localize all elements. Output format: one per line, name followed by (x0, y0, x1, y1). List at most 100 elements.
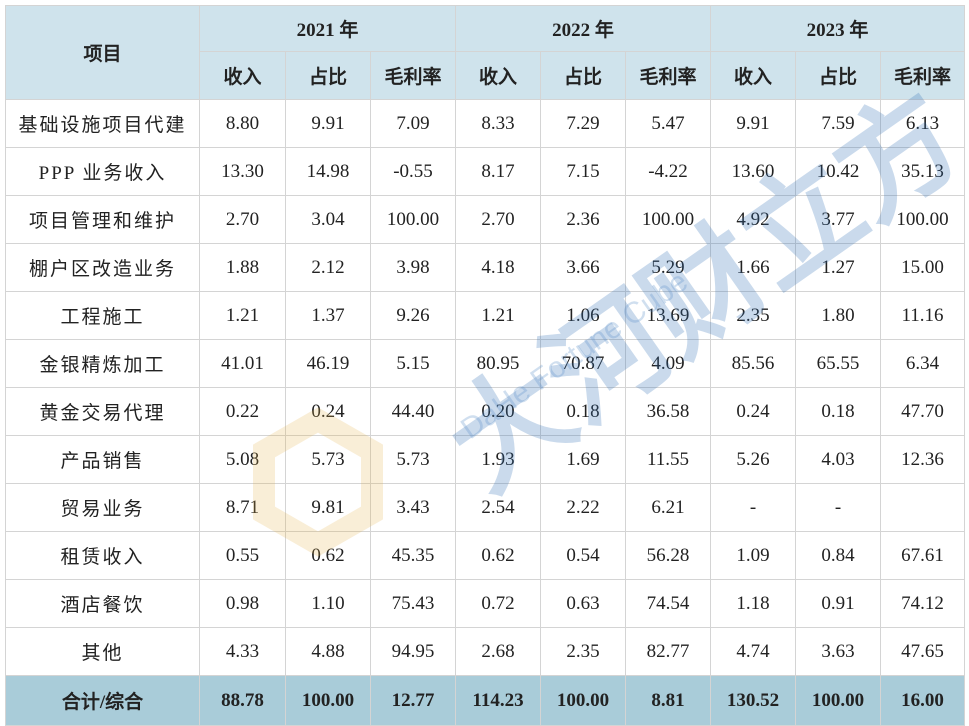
table-cell: 2.35 (710, 291, 796, 340)
table-cell: 0.98 (199, 579, 286, 628)
table-cell: 0.54 (540, 531, 626, 580)
margin-header: 毛利率 (625, 51, 711, 100)
row-label: 棚户区改造业务 (5, 243, 200, 292)
table-cell: 2.12 (285, 243, 371, 292)
table-cell: 100.00 (880, 195, 965, 244)
total-cell: 8.81 (625, 675, 711, 726)
share-header: 占比 (285, 51, 371, 100)
revenue-header: 收入 (455, 51, 541, 100)
table-cell: 8.33 (455, 99, 541, 148)
table-cell: -4.22 (625, 147, 711, 196)
table-cell: 65.55 (795, 339, 881, 388)
table-cell: - (795, 483, 881, 532)
header-row-metrics: 收入 占比 毛利率 收入 占比 毛利率 收入 占比 毛利率 (6, 51, 965, 100)
revenue-header: 收入 (710, 51, 796, 100)
table-cell: 14.98 (285, 147, 371, 196)
margin-header: 毛利率 (880, 51, 965, 100)
table-cell: 0.91 (795, 579, 881, 628)
total-cell: 100.00 (540, 675, 626, 726)
table-cell: 0.62 (285, 531, 371, 580)
table-cell: 1.18 (710, 579, 796, 628)
row-label: 租赁收入 (5, 531, 200, 580)
table-cell: 4.18 (455, 243, 541, 292)
table-cell: 9.26 (370, 291, 456, 340)
table-cell: 1.93 (455, 435, 541, 484)
table-row: 黄金交易代理 0.22 0.24 44.40 0.20 0.18 36.58 0.24 0.18… (5, 387, 965, 436)
row-label: 酒店餐饮 (5, 579, 200, 628)
table-cell: 4.03 (795, 435, 881, 484)
table-cell: 15.00 (880, 243, 965, 292)
table-cell: 1.88 (199, 243, 286, 292)
table-cell: 47.65 (880, 627, 965, 676)
table-cell: 6.34 (880, 339, 965, 388)
table-cell: 41.01 (199, 339, 286, 388)
table-cell: 5.29 (625, 243, 711, 292)
table-row: 贸易业务 8.71 9.81 3.43 2.54 2.22 6.21- - (5, 483, 965, 532)
total-label: 合计/综合 (5, 675, 200, 726)
table-cell: 5.73 (285, 435, 371, 484)
table-cell: 1.21 (455, 291, 541, 340)
table-cell: -0.55 (370, 147, 456, 196)
total-row: 合计/综合 88.78 100.00 12.77 114.23 100.00 8.81 130… (5, 675, 965, 726)
table-cell: 0.72 (455, 579, 541, 628)
table-cell: 4.88 (285, 627, 371, 676)
table-cell: 1.27 (795, 243, 881, 292)
share-header: 占比 (795, 51, 881, 100)
table-row: 租赁收入 0.55 0.62 45.35 0.62 0.54 56.28 1.09 0.84 67… (5, 531, 965, 580)
row-label: 项目管理和维护 (5, 195, 200, 244)
table-cell: 5.26 (710, 435, 796, 484)
table-cell: 7.59 (795, 99, 881, 148)
total-cell: 100.00 (285, 675, 371, 726)
table-cell: 80.95 (455, 339, 541, 388)
table-cell: 3.98 (370, 243, 456, 292)
table-cell: 1.09 (710, 531, 796, 580)
table-cell: 47.70 (880, 387, 965, 436)
table-cell: 0.24 (285, 387, 371, 436)
year-header: 2022 年 (455, 5, 711, 52)
table-cell: 2.54 (455, 483, 541, 532)
table-cell: 13.30 (199, 147, 286, 196)
total-cell: 100.00 (795, 675, 881, 726)
table-cell: 6.21 (625, 483, 711, 532)
table-cell: 1.10 (285, 579, 371, 628)
table-cell: 2.22 (540, 483, 626, 532)
year-header: 2021 年 (199, 5, 456, 52)
table-cell: 2.36 (540, 195, 626, 244)
table-cell: 0.22 (199, 387, 286, 436)
table-body: 基础设施项目代建 8.80 9.91 7.09 8.33 7.29 5.47 9.91 7.59… (5, 99, 965, 676)
table-cell: 74.54 (625, 579, 711, 628)
table-cell: 5.73 (370, 435, 456, 484)
row-label: 其他 (5, 627, 200, 676)
row-label: 产品销售 (5, 435, 200, 484)
table-cell (880, 483, 965, 532)
table-cell: 1.80 (795, 291, 881, 340)
row-label: 金银精炼加工 (5, 339, 200, 388)
table-cell: 3.04 (285, 195, 371, 244)
table-cell: 1.69 (540, 435, 626, 484)
table-cell: - (710, 483, 796, 532)
share-header: 占比 (540, 51, 626, 100)
table-cell: 10.42 (795, 147, 881, 196)
table-cell: 1.21 (199, 291, 286, 340)
table-cell: 0.18 (795, 387, 881, 436)
table-row: 产品销售 5.08 5.73 5.73 1.93 1.69 11.55 5.26 4.03 12.… (5, 435, 965, 484)
table-cell: 100.00 (370, 195, 456, 244)
total-cell: 88.78 (199, 675, 286, 726)
table-cell: 2.70 (199, 195, 286, 244)
table-cell: 0.55 (199, 531, 286, 580)
row-label: 基础设施项目代建 (5, 99, 200, 148)
table-cell: 4.74 (710, 627, 796, 676)
table-cell: 8.71 (199, 483, 286, 532)
table-cell: 0.18 (540, 387, 626, 436)
table-cell: 8.80 (199, 99, 286, 148)
margin-header: 毛利率 (370, 51, 456, 100)
table-cell: 0.84 (795, 531, 881, 580)
income-table: 项目 2021 年 2022 年 2023 年 收入 占比 毛利率 收入 占比 … (5, 5, 965, 726)
table-cell: 85.56 (710, 339, 796, 388)
table-cell: 4.33 (199, 627, 286, 676)
table-cell: 67.61 (880, 531, 965, 580)
header-row-years: 项目 2021 年 2022 年 2023 年 (5, 5, 965, 100)
table-cell: 5.08 (199, 435, 286, 484)
table-cell: 13.69 (625, 291, 711, 340)
table-cell: 1.66 (710, 243, 796, 292)
